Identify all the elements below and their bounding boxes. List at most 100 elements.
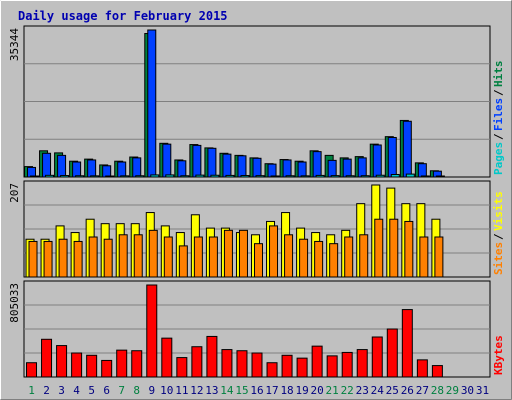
bar-kbytes-day-2 — [41, 338, 53, 378]
bar-kbytes-day-22 — [341, 351, 353, 378]
x-tick-label-day-4: 4 — [73, 384, 80, 397]
legend-hits: Hits — [492, 61, 505, 88]
x-tick-label-day-29: 29 — [446, 384, 459, 397]
bar-files-day-23 — [357, 157, 367, 178]
x-tick-label-day-25: 25 — [386, 384, 399, 397]
bar-files-day-4 — [72, 161, 82, 178]
bar-pages-day-28 — [435, 175, 445, 178]
bar-files-day-10 — [162, 143, 172, 178]
bar-kbytes-day-23 — [356, 349, 368, 378]
chart-title: Daily usage for February 2015 — [18, 9, 228, 23]
bar-files-day-27 — [417, 163, 427, 178]
bar-kbytes-day-17 — [266, 362, 278, 378]
bar-kbytes-day-15 — [236, 350, 248, 378]
bar-sites-day-11 — [178, 245, 188, 278]
bar-pages-day-2 — [45, 174, 55, 178]
bar-sites-day-27 — [419, 236, 429, 278]
bar-pages-day-17 — [270, 175, 280, 178]
bar-sites-day-18 — [284, 234, 294, 278]
x-tick-label-day-9: 9 — [148, 384, 155, 397]
bar-kbytes-day-3 — [56, 345, 68, 378]
x-tick-label-day-26: 26 — [401, 384, 414, 397]
bar-sites-day-8 — [133, 234, 143, 278]
bar-kbytes-day-26 — [401, 309, 413, 378]
bar-kbytes-day-18 — [281, 354, 293, 378]
bar-files-day-5 — [87, 159, 97, 178]
bar-kbytes-day-25 — [386, 328, 398, 378]
bar-kbytes-day-1 — [26, 362, 38, 378]
bar-sites-day-6 — [103, 238, 113, 278]
bar-sites-day-1 — [28, 240, 38, 278]
legend-files: Files — [492, 98, 505, 131]
x-tick-label-day-13: 13 — [205, 384, 218, 397]
x-tick-label-day-20: 20 — [311, 384, 324, 397]
bar-kbytes-day-28 — [431, 365, 443, 378]
bar-sites-day-26 — [404, 220, 414, 278]
bar-kbytes-day-4 — [71, 352, 83, 378]
bar-sites-day-10 — [163, 236, 173, 278]
bar-sites-day-12 — [193, 236, 203, 278]
bar-pages-day-19 — [300, 175, 310, 178]
bar-sites-day-4 — [73, 240, 83, 278]
bar-sites-day-23 — [359, 234, 369, 278]
x-tick-label-day-28: 28 — [431, 384, 444, 397]
bar-kbytes-day-7 — [116, 349, 128, 378]
x-tick-label-day-19: 19 — [295, 384, 308, 397]
bar-files-day-13 — [207, 147, 217, 178]
legend-separator: / — [492, 233, 505, 240]
bar-files-day-19 — [297, 161, 307, 178]
bar-files-day-24 — [372, 144, 382, 178]
bar-sites-day-13 — [208, 236, 218, 278]
bar-pages-day-4 — [75, 175, 85, 178]
bar-pages-day-13 — [210, 174, 220, 178]
bar-kbytes-day-27 — [416, 359, 428, 378]
x-tick-label-day-16: 16 — [250, 384, 263, 397]
bar-kbytes-day-13 — [206, 335, 218, 378]
x-tick-label-day-21: 21 — [326, 384, 339, 397]
bar-sites-day-7 — [118, 234, 128, 278]
x-tick-label-day-18: 18 — [280, 384, 293, 397]
y-max-label-kbytes: 805033 — [8, 283, 21, 323]
bar-kbytes-day-8 — [131, 350, 143, 378]
bar-sites-day-16 — [254, 243, 263, 278]
x-tick-label-day-24: 24 — [371, 384, 385, 397]
x-tick-label-day-1: 1 — [28, 384, 35, 397]
bar-pages-day-21 — [330, 175, 340, 178]
x-tick-label-day-14: 14 — [220, 384, 234, 397]
legend-visits: Visits — [492, 191, 505, 231]
bar-sites-day-28 — [434, 236, 444, 278]
x-tick-label-day-2: 2 — [43, 384, 50, 397]
x-tick-label-day-8: 8 — [133, 384, 140, 397]
bar-kbytes-day-21 — [326, 355, 338, 378]
bar-pages-day-26 — [405, 173, 415, 178]
x-tick-label-day-3: 3 — [58, 384, 65, 397]
bar-sites-day-2 — [43, 240, 53, 278]
bar-files-day-17 — [267, 163, 277, 178]
bar-pages-day-12 — [195, 174, 205, 178]
x-tick-label-day-5: 5 — [88, 384, 95, 397]
bar-kbytes-day-12 — [191, 346, 203, 378]
bar-sites-day-14 — [223, 229, 233, 278]
bar-pages-day-8 — [135, 175, 145, 178]
x-tick-label-day-10: 10 — [160, 384, 173, 397]
bar-files-day-3 — [57, 154, 67, 178]
bar-kbytes-day-24 — [371, 336, 383, 378]
legend-sites: Sites — [492, 242, 505, 275]
bar-pages-day-7 — [120, 175, 130, 178]
bar-pages-day-15 — [240, 175, 250, 178]
x-tick-label-day-17: 17 — [265, 384, 278, 397]
x-tick-label-day-30: 30 — [461, 384, 474, 397]
bar-sites-day-5 — [88, 236, 98, 278]
bar-sites-day-25 — [389, 218, 399, 278]
x-tick-label-day-6: 6 — [103, 384, 110, 397]
bar-pages-day-1 — [30, 175, 40, 178]
bar-pages-day-14 — [225, 174, 235, 178]
bar-files-day-22 — [342, 158, 352, 178]
legend-separator: / — [492, 89, 505, 96]
bar-files-day-11 — [177, 160, 187, 178]
bar-files-day-20 — [312, 151, 322, 178]
bar-pages-day-23 — [360, 175, 370, 178]
bar-kbytes-day-9 — [146, 284, 158, 378]
bar-files-day-12 — [192, 144, 202, 178]
